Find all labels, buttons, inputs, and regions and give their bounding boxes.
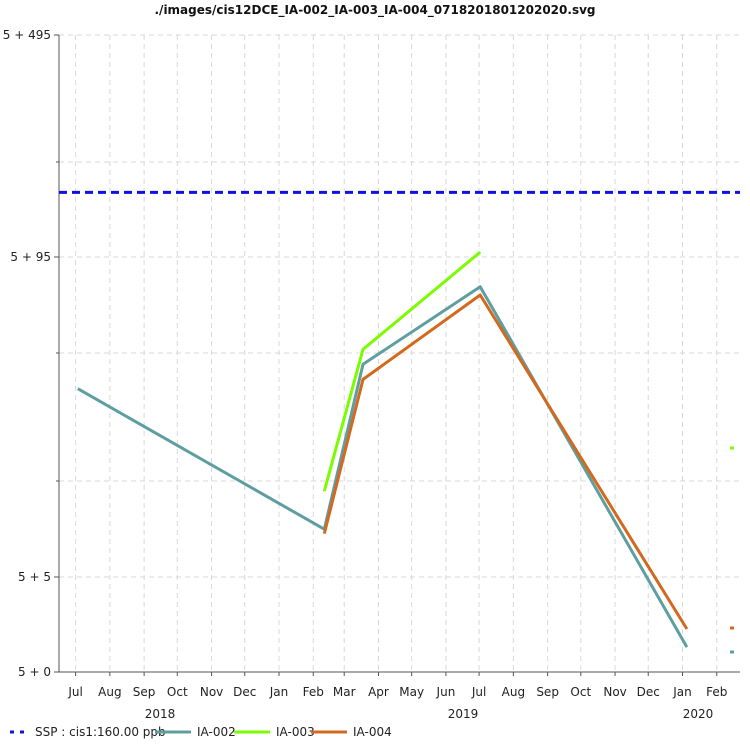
x-tick-label: Sep (133, 685, 156, 699)
chart-title: ./images/cis12DCE_IA-002_IA-003_IA-004_0… (155, 3, 596, 18)
x-tick-label: Aug (98, 685, 121, 699)
x-tick-label: Oct (167, 685, 188, 699)
x-tick-label: Jul (67, 685, 82, 699)
series-layer (59, 190, 740, 654)
y-tick-label: 5 + 5 (18, 570, 51, 584)
legend: SSP : cis1:160.00 ppb IA-002 IA-003 IA-004 (10, 725, 392, 739)
x-tick-label: Dec (233, 685, 256, 699)
x-tick-label: Aug (502, 685, 525, 699)
x-tick-label: Nov (200, 685, 223, 699)
series-line-ia-003 (322, 250, 482, 492)
series-line-ia-004 (322, 293, 689, 630)
x-tick-label: Jan (672, 685, 692, 699)
x-year-label: 2019 (448, 707, 479, 721)
legend-threshold-label: SSP : cis1:160.00 ppb (35, 725, 166, 739)
x-tick-label: Jun (436, 685, 456, 699)
axis-layer: 5 + 495 5 + 95 5 + 5 5 + 0 Jul Aug Sep Oct Nov De… (3, 28, 740, 721)
y-tick-label: 5 + 495 (3, 28, 51, 42)
legend-label-ia-004: IA-004 (353, 725, 392, 739)
legend-label-ia-003: IA-003 (276, 725, 315, 739)
x-tick-label: Apr (368, 685, 389, 699)
x-tick-label: Jul (471, 685, 486, 699)
x-tick-label: Dec (637, 685, 660, 699)
x-tick-label: May (399, 685, 424, 699)
series-line-ia-002 (77, 285, 689, 648)
x-tick-label: Oct (570, 685, 591, 699)
x-tick-label: Mar (333, 685, 356, 699)
y-tick-label: 5 + 95 (10, 250, 51, 264)
x-tick-label: Jan (269, 685, 289, 699)
x-tick-label: Nov (603, 685, 626, 699)
legend-label-ia-002: IA-002 (197, 725, 236, 739)
x-year-label: 2020 (683, 707, 714, 721)
x-tick-label: Feb (706, 685, 727, 699)
x-year-label: 2018 (145, 707, 176, 721)
x-tick-label: Sep (536, 685, 559, 699)
x-tick-label: Feb (303, 685, 324, 699)
y-tick-label: 5 + 0 (18, 665, 51, 679)
